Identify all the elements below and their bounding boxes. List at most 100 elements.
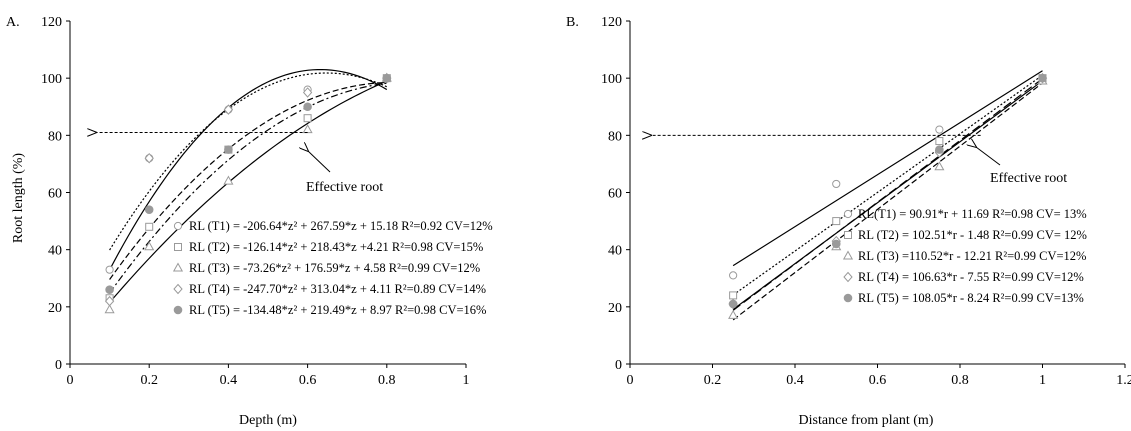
annotation-pointer-arrow [308,151,331,173]
legend-marker-series-2 [844,231,852,239]
data-point-series-4 [302,87,313,98]
panel-a-fit-curves [109,68,388,303]
y-tick-label: 100 [41,72,62,87]
data-point-series-5 [831,239,841,249]
panel-a-legend: RL (T1) = -206.64*z² + 267.59*z + 15.18 … [172,219,493,317]
legend-marker-series-4 [843,271,853,283]
data-point-series-1 [105,265,114,274]
legend-marker-series-5 [843,293,853,303]
y-tick-label: 20 [608,301,622,316]
x-tick-label: 0.6 [869,373,887,388]
panel-b-annotation: Effective root [990,171,1067,186]
data-point-series-5 [144,205,154,214]
data-point-series-5 [303,102,312,112]
data-point-series-3 [302,124,313,134]
legend-entry-series-4: RL (T4) = 106.63*r - 7.55 R²=0.99 CV=12% [858,270,1084,284]
y-tick-label: 0 [615,358,622,373]
data-point-series-5 [224,145,233,154]
y-tick-label: 40 [608,244,622,259]
legend-entry-series-1: RL(T1) = 90.91*r + 11.69 R²=0.98 CV= 13% [858,207,1087,221]
legend-marker-series-1 [173,221,183,231]
legend-marker-series-5 [173,305,183,315]
fit-curve-series-2 [109,82,387,294]
x-tick-label: 0.2 [704,373,722,388]
y-tick-label: 100 [601,72,622,87]
legend-entry-series-1: RL (T1) = -206.64*z² + 267.59*z + 15.18 … [189,219,493,233]
x-tick-label: 0.4 [220,373,238,388]
panel-a-xlabel: Depth (m) [239,413,297,428]
panel-b-label: B. [566,15,579,30]
legend-marker-series-3 [172,262,184,272]
x-tick-label: 0 [67,373,74,388]
fit-curve-series-2 [732,74,1043,296]
data-point-series-3 [728,309,739,319]
data-point-series-5 [1038,73,1047,83]
data-point-series-3 [223,175,234,185]
legend-entry-series-3: RL (T3) =110.52*r - 12.21 R²=0.99 CV=12% [858,249,1086,263]
legend-marker-series-4 [173,283,183,295]
y-tick-label: 80 [48,129,62,144]
panel-a-points [104,72,392,314]
data-point-series-2 [935,137,944,146]
panel-a: A. Root length (%) Depth (m) 0 0.2 0.4 0.6 0… [6,15,493,428]
panel-b-xlabel: Distance from plant (m) [799,413,934,428]
data-point-series-3 [104,304,115,314]
panel-a-annotation: Effective root [306,180,383,195]
legend-entry-series-3: RL (T3) = -73.26*z² + 176.59*z + 4.58 R²… [189,261,480,275]
data-point-series-1 [729,271,738,280]
data-point-series-3 [934,161,945,171]
y-tick-label: 0 [55,358,62,373]
fit-curve-series-3 [109,80,388,303]
data-point-series-2 [303,114,312,123]
y-tick-label: 60 [48,187,62,202]
data-point-series-2 [729,291,738,300]
x-tick-label: 0.4 [786,373,804,388]
legend-entry-series-5: RL (T5) = 108.05*r - 8.24 R²=0.99 CV=13% [858,291,1084,305]
panel-b-ticks: 0 0.2 0.4 0.6 0.8 1 1.2 0 20 40 60 80 100 120 [601,15,1131,388]
x-tick-label: 0 [627,373,634,388]
x-tick-label: 1 [1039,373,1046,388]
data-point-series-5 [935,145,944,154]
data-point-series-2 [145,222,154,231]
fit-curve-series-1 [732,70,1043,267]
y-tick-label: 40 [48,244,62,259]
legend-entry-series-5: RL (T5) = -134.48*z² + 219.49*z + 8.97 R… [189,303,486,317]
data-point-series-5 [728,299,738,309]
data-point-series-5 [382,73,392,83]
fit-curve-series-4 [109,68,388,271]
panel-b-points [728,72,1048,319]
data-point-series-3 [144,241,155,251]
fit-curve-series-5 [109,81,387,280]
legend-entry-series-4: RL (T4) = -247.70*z² + 313.04*z + 4.11 R… [189,282,486,296]
panel-b-legend: RL(T1) = 90.91*r + 11.69 R²=0.98 CV= 13%… [842,207,1087,305]
panel-a-reference-arrow [96,132,331,173]
panel-a-ylabel: Root length (%) [11,153,26,244]
data-point-series-4 [104,295,115,307]
x-tick-label: 0.2 [140,373,158,388]
panel-a-ticks: 0 0.2 0.4 0.6 0.8 1 0 20 40 60 80 100 120 [41,15,470,388]
data-point-series-4 [144,152,154,164]
data-point-series-5 [105,285,114,294]
panel-b-reference-arrow [651,135,1001,166]
legend-entry-series-2: RL (T2) = -126.14*z² + 218.43*z +4.21 R²… [189,240,483,254]
legend-marker-series-1 [843,209,853,219]
panel-b: B. Distance from plant (m) 0 0.2 0.4 0.6 0.8… [566,15,1131,428]
fit-curve-series-3 [732,82,1043,321]
data-point-series-4 [223,104,234,115]
y-tick-label: 120 [41,15,62,30]
fit-curve-series-4 [732,80,1043,310]
legend-entry-series-2: RL (T2) = 102.51*r - 1.48 R²=0.99 CV= 12… [858,228,1087,242]
x-tick-label: 0.8 [951,373,969,388]
panel-b-fit-lines [732,70,1043,321]
x-tick-label: 0.8 [378,373,396,388]
data-point-series-2 [832,217,841,226]
data-point-series-1 [832,179,841,189]
fit-curve-series-1 [109,72,388,251]
y-tick-label: 80 [608,129,622,144]
legend-marker-series-3 [842,250,854,260]
x-tick-label: 0.6 [299,373,317,388]
panel-a-label: A. [6,15,20,30]
x-tick-label: 1 [463,373,470,388]
y-tick-label: 120 [601,15,622,30]
